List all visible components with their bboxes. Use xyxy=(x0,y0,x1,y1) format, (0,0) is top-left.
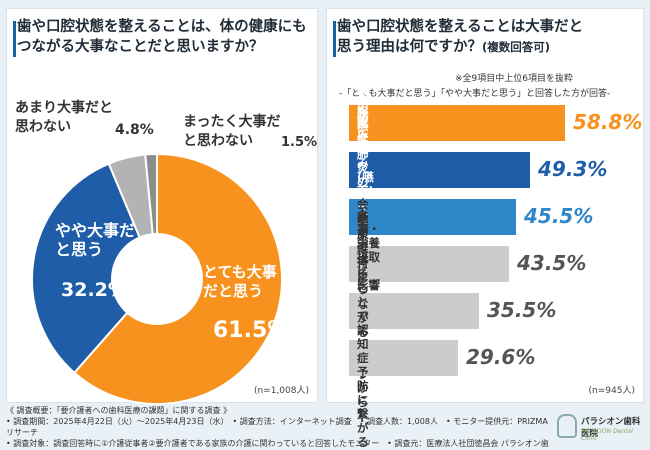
bar-title: 歯や口腔状態を整えることは大事だと 思う理由は何ですか？(複数回答可) xyxy=(337,17,583,57)
clinic-logo: パラシオン歯科医院 PALACION Dental Clinic xyxy=(557,410,645,444)
bar-title-line1: 歯や口腔状態を整えることは大事だと xyxy=(337,19,584,35)
tooth-logo-icon xyxy=(557,414,577,438)
bar-value-label: 35.5% xyxy=(487,298,557,322)
pie-label-slice2: やや大事だと思う xyxy=(55,221,136,259)
pie-slice-2 xyxy=(31,162,159,375)
pie-panel: 歯や口腔状態を整えることは、体の健康にも つながる大事なことだと思いますか？ あ… xyxy=(6,8,318,404)
pie-label-slice4: まったく大事だと思わない xyxy=(183,113,283,151)
bar-panel: 歯や口腔状態を整えることは大事だと 思う理由は何ですか？(複数回答可) ※全9項… xyxy=(326,8,644,450)
pie-title-line2: つながる大事なことだと思いますか？ xyxy=(17,39,264,55)
bar-value-label: 49.3% xyxy=(538,157,608,181)
pie-pct-slice1: 61.5% xyxy=(213,318,290,343)
bar-3 xyxy=(349,199,516,235)
pie-label-slice3: あまり大事だと思わない xyxy=(15,99,115,137)
bar-value-label: 29.6% xyxy=(466,345,536,369)
logo-name: パラシオン歯科医院 xyxy=(581,417,641,439)
bar-note-top: ※全9項目中上位6項目を抜粋 xyxy=(455,74,573,84)
bar-value-label: 58.8% xyxy=(573,110,643,134)
pie-pct-slice2: 32.2% xyxy=(61,279,127,301)
pie-title-line1: 歯や口腔状態を整えることは、体の健康にも xyxy=(17,19,307,35)
title-accent-bar xyxy=(333,21,336,57)
bar-note-sub: -「とても大事だと思う」「やや大事だと思う」と回答した方が回答- xyxy=(339,89,611,99)
logo-sub: PALACION Dental Clinic xyxy=(581,428,633,442)
footer-line2: • 調査期間：2025年4月22日（火）～2025年4月23日（水） • 調査方… xyxy=(6,417,548,437)
pie-n-label: (n=1,008人) xyxy=(253,386,309,396)
bar-2 xyxy=(349,152,530,188)
pie-chart xyxy=(31,152,283,404)
pie-pct-slice3: 4.8% xyxy=(115,122,154,138)
bar-value-label: 43.5% xyxy=(517,251,587,275)
donut-hole xyxy=(111,233,203,325)
footer-line3: • 調査対象：調査回答時に①介護従事者②要介護者である家族の介護に関わっていると… xyxy=(6,439,549,448)
survey-footer: 《 調査概要：「要介護者への歯科医療の課題」に関する調査 》 • 調査期間：20… xyxy=(6,405,551,450)
bar-title-sub: (複数回答可) xyxy=(482,40,551,54)
bar-6 xyxy=(349,340,458,376)
pie-title: 歯や口腔状態を整えることは、体の健康にも つながる大事なことだと思いますか？ xyxy=(17,17,307,57)
bar-1 xyxy=(349,105,565,141)
pie-label-slice1: とても大事だと思う xyxy=(203,263,277,300)
title-accent-bar xyxy=(13,21,16,57)
slice-label: あまり大事だと思わない xyxy=(15,100,113,135)
bar-n-label: (n=945人) xyxy=(588,386,635,396)
footer-line1: 《 調査概要：「要介護者への歯科医療の課題」に関する調査 》 xyxy=(6,406,232,415)
bar-category-label: 会話ができることで 認知症予防に繋がると思うから xyxy=(357,197,369,450)
pie-pct-slice4: 1.5% xyxy=(281,135,318,150)
bar-title-line2: 思う理由は何ですか？ xyxy=(337,39,482,55)
bar-4 xyxy=(349,246,509,282)
slice-label: まったく大事だと思わない xyxy=(183,114,281,149)
bar-5 xyxy=(349,293,479,329)
bar-value-label: 45.5% xyxy=(524,204,594,228)
